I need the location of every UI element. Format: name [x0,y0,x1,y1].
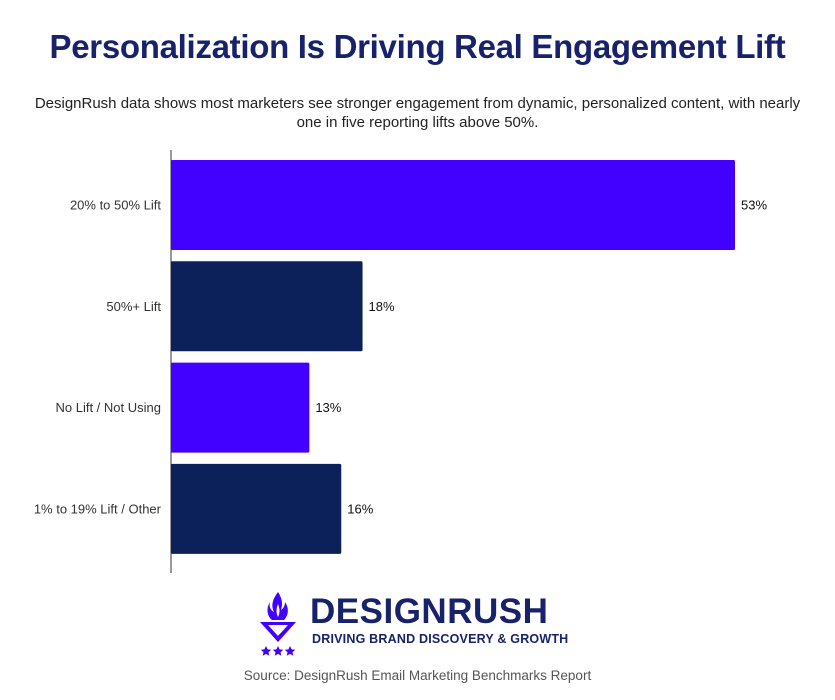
chart-subtitle: DesignRush data shows most marketers see… [34,95,801,131]
brand-name: DESIGNRUSH [310,592,549,631]
category-label: 20% to 50% Lift [70,198,161,213]
value-label: 16% [347,501,373,516]
value-label: 13% [315,400,341,415]
brand-tagline: DRIVING BRAND DISCOVERY & GROWTH [312,632,569,646]
category-label: 1% to 19% Lift / Other [34,501,162,516]
value-label: 53% [741,198,767,213]
brand-logo: DESIGNRUSH DRIVING BRAND DISCOVERY & GRO… [258,590,588,660]
bar [171,463,342,554]
category-label: No Lift / Not Using [56,400,162,415]
bar-chart: 20% to 50% Lift 53% 50%+ Lift 18% No Lift / … [34,150,767,573]
chart-title: Personalization Is Driving Real Engageme… [49,28,786,65]
bar [171,160,735,250]
category-label: 50%+ Lift [106,299,161,314]
value-label: 18% [369,299,395,314]
flame-shield-stars-icon [260,592,296,656]
bar [171,362,310,453]
bar [171,261,363,352]
source-note: Source: DesignRush Email Marketing Bench… [243,668,592,683]
